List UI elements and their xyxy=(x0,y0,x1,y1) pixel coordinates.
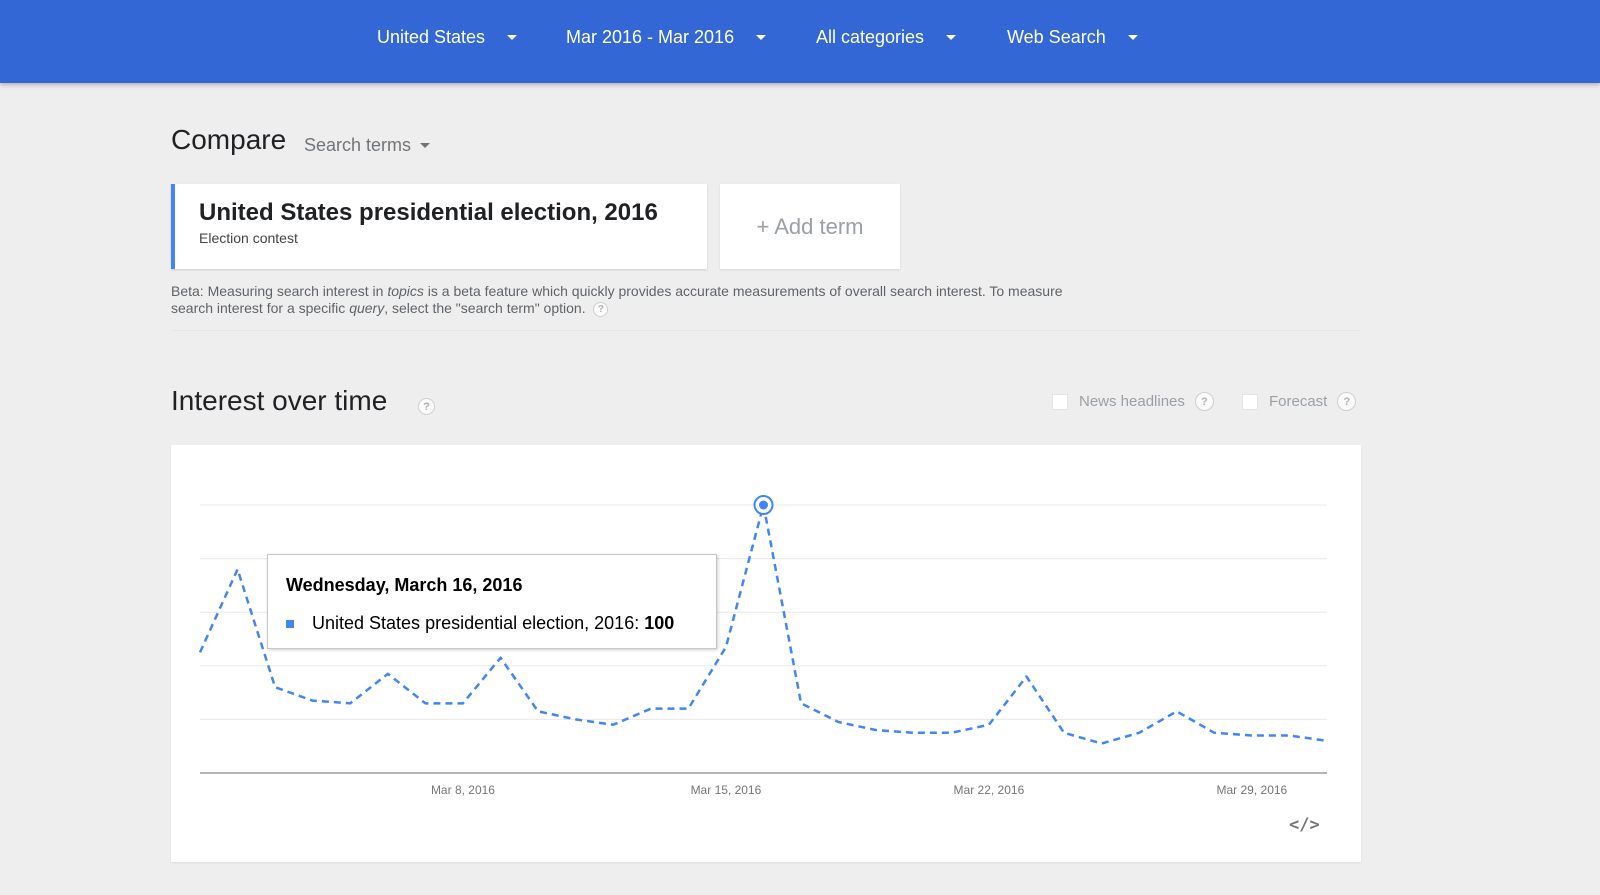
filter-category-label: All categories xyxy=(816,27,925,47)
tooltip-separator: : xyxy=(634,613,645,633)
tooltip-series-name: United States presidential election, 201… xyxy=(312,613,635,633)
chevron-down-icon xyxy=(507,35,518,40)
filter-region[interactable]: United States xyxy=(377,0,518,75)
filter-search-type-label: Web Search xyxy=(1007,27,1106,47)
chevron-down-icon xyxy=(420,143,431,148)
interest-line-chart[interactable]: Mar 8, 2016 Mar 15, 2016 Mar 22, 2016 Mar 2… xyxy=(171,445,1361,862)
term-name: United States presidential election, 201… xyxy=(199,199,658,226)
help-icon[interactable]: ? xyxy=(1194,392,1214,411)
chart-tooltip: Wednesday, March 16, 2016 United States … xyxy=(267,554,717,649)
term-card[interactable]: United States presidential election, 201… xyxy=(171,184,707,269)
beta-note: Beta: Measuring search interest in topic… xyxy=(171,283,1101,317)
x-tick-label: Mar 22, 2016 xyxy=(954,783,1025,797)
tooltip-date: Wednesday, March 16, 2016 xyxy=(286,575,523,595)
filter-category[interactable]: All categories xyxy=(816,0,957,75)
filter-time-range[interactable]: Mar 2016 - Mar 2016 xyxy=(566,0,767,75)
compare-heading: Compare xyxy=(171,124,287,155)
news-headlines-option: News headlines ? xyxy=(1052,392,1214,411)
news-headlines-checkbox[interactable] xyxy=(1052,393,1068,410)
series-swatch xyxy=(286,619,294,628)
highlighted-point xyxy=(759,500,768,510)
x-tick-label: Mar 29, 2016 xyxy=(1217,783,1288,797)
filter-search-type[interactable]: Web Search xyxy=(1007,0,1138,75)
tooltip-row: United States presidential election, 201… xyxy=(286,613,674,634)
chevron-down-icon xyxy=(756,35,767,40)
x-tick-label: Mar 8, 2016 xyxy=(431,783,495,797)
forecast-option: Forecast ? xyxy=(1242,392,1357,411)
beta-note-emphasis-query: query xyxy=(349,300,385,316)
term-type: Election contest xyxy=(199,230,298,246)
interest-chart-card: Mar 8, 2016 Mar 15, 2016 Mar 22, 2016 Mar 2… xyxy=(171,445,1361,862)
help-icon[interactable]: ? xyxy=(593,301,609,317)
x-tick-label: Mar 15, 2016 xyxy=(691,783,762,797)
chevron-down-icon xyxy=(1127,35,1138,40)
news-headlines-label: News headlines xyxy=(1079,393,1185,410)
series-line xyxy=(198,503,1328,745)
beta-note-text: , select the "search term" option. xyxy=(384,300,586,316)
beta-note-emphasis-topics: topics xyxy=(387,283,424,299)
chevron-down-icon xyxy=(946,35,957,40)
tooltip-value: 100 xyxy=(644,613,675,633)
forecast-label: Forecast xyxy=(1269,393,1328,410)
forecast-checkbox[interactable] xyxy=(1242,393,1258,410)
interest-over-time-heading: Interest over time xyxy=(171,385,388,416)
add-term-button[interactable]: + Add term xyxy=(720,184,900,269)
help-icon[interactable]: ? xyxy=(418,398,435,415)
beta-note-text: is a beta feature which quickly provides… xyxy=(171,283,1063,316)
embed-code-icon[interactable]: </> xyxy=(1289,815,1320,835)
filter-region-label: United States xyxy=(377,27,486,47)
beta-note-text: Beta: Measuring search interest in xyxy=(171,283,388,299)
search-terms-dropdown[interactable]: Search terms xyxy=(304,135,431,156)
divider xyxy=(171,330,1361,331)
help-icon[interactable]: ? xyxy=(1337,392,1357,411)
top-filter-bar: United States Mar 2016 - Mar 2016 All ca… xyxy=(0,0,1600,83)
filter-time-range-label: Mar 2016 - Mar 2016 xyxy=(566,27,735,47)
search-terms-label: Search terms xyxy=(304,135,412,155)
